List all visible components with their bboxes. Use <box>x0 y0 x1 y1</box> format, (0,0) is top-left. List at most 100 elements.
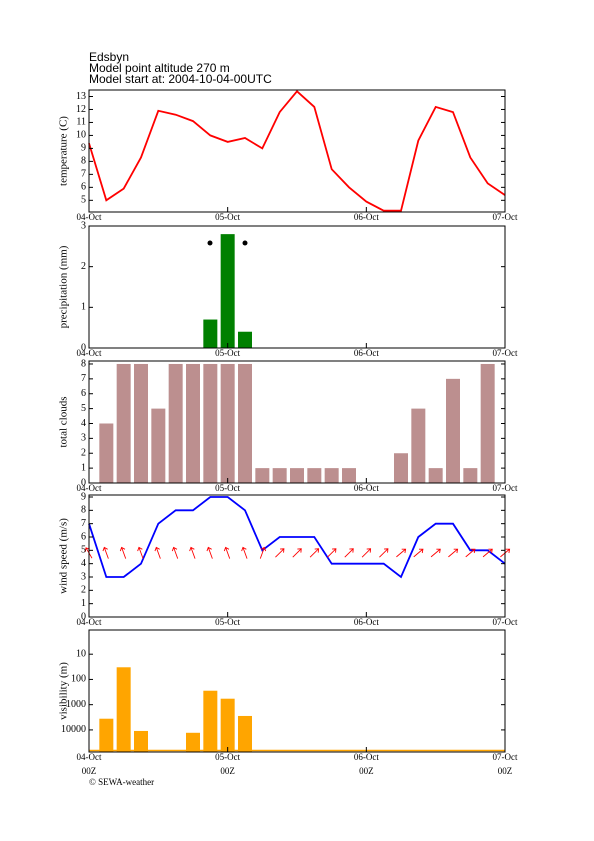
bar <box>446 378 460 483</box>
y-tick-label: 8 <box>81 505 86 516</box>
wind-arrow <box>413 548 424 558</box>
y-tick-label: 6 <box>81 531 86 542</box>
wind-arrow <box>137 546 144 559</box>
bar <box>99 423 114 483</box>
x-tick-label: 06-Oct <box>354 212 379 222</box>
y-tick-label: 11 <box>76 117 86 128</box>
y-tick-label: 0 <box>81 342 86 353</box>
x-tick-sublabel: 00Z <box>82 766 97 776</box>
y-tick-label: 10 <box>76 648 86 659</box>
wind-arrow <box>275 548 285 558</box>
wind-arrow <box>361 548 372 558</box>
bar <box>134 363 148 483</box>
y-axis-label: precipitation (mm) <box>58 245 70 328</box>
bar <box>324 468 339 483</box>
y-tick-label: 5 <box>81 195 86 206</box>
x-tick-label: 07-Oct <box>493 483 518 493</box>
bar <box>307 468 322 483</box>
y-tick-label: 8 <box>81 156 86 167</box>
y-axis-label: total clouds <box>58 396 70 447</box>
x-tick-label: 05-Oct <box>215 752 240 762</box>
bar <box>220 234 235 348</box>
bar <box>290 468 304 483</box>
wind-arrow <box>189 546 196 559</box>
wind-arrow <box>102 546 109 559</box>
plot-frame <box>88 89 506 213</box>
wind-arrow <box>482 548 493 558</box>
y-tick-label: 12 <box>76 104 86 115</box>
y-tick-label: 9 <box>81 491 86 502</box>
y-tick-label: 0 <box>81 477 86 488</box>
wind-arrow <box>119 546 127 559</box>
plot-frame <box>88 629 506 753</box>
y-tick-label: 3 <box>81 433 86 444</box>
y-tick-label: 10 <box>76 130 86 141</box>
wind-arrow <box>292 548 302 558</box>
wind-arrow <box>379 548 389 558</box>
y-tick-label: 0 <box>81 611 86 622</box>
bar <box>463 468 478 483</box>
wind-arrow <box>259 546 267 559</box>
y-axis-label: visibility (m) <box>58 662 70 720</box>
y-tick-label: 7 <box>81 373 86 384</box>
y-tick-label: 9 <box>81 143 86 154</box>
wind-arrow <box>171 546 179 559</box>
wind-arrow <box>430 548 441 558</box>
wind-arrow <box>327 548 337 558</box>
plot-frame <box>88 494 506 618</box>
bar <box>134 730 148 752</box>
model-start: Model start at: 2004-10-04-00UTC <box>89 72 272 86</box>
location: Edsbyn <box>89 50 129 64</box>
bar <box>203 363 218 483</box>
y-tick-label: 7 <box>81 169 86 180</box>
bar <box>394 453 408 483</box>
y-tick-label: 6 <box>81 182 86 193</box>
plot-frame <box>88 225 506 349</box>
altitude: Model point altitude 270 m <box>89 61 230 75</box>
bar <box>428 468 443 483</box>
y-tick-label: 2 <box>81 585 86 596</box>
y-tick-label: 1 <box>81 302 86 313</box>
y-tick-label: 3 <box>81 220 86 231</box>
wind-arrow <box>241 546 248 559</box>
y-tick-label: 6 <box>81 388 86 399</box>
y-tick-label: 2 <box>81 448 86 459</box>
bar <box>99 718 114 752</box>
y-axis-label: wind speed (m/s) <box>58 518 70 594</box>
wind-arrow <box>448 548 459 558</box>
bar <box>186 732 200 752</box>
x-tick-label: 05-Oct <box>215 212 240 222</box>
bar <box>203 319 218 348</box>
bar <box>238 331 252 348</box>
y-tick-label: 1 <box>81 598 86 609</box>
x-tick-label: 04-Oct <box>77 752 102 762</box>
wind-arrow <box>223 546 231 559</box>
x-tick-label: 04-Oct <box>77 617 102 627</box>
bar <box>342 468 356 483</box>
precip-symbol <box>242 240 248 246</box>
wind-arrow <box>465 548 476 558</box>
x-tick-label: 07-Oct <box>493 212 518 222</box>
bar <box>151 408 166 483</box>
bar <box>238 715 252 752</box>
x-tick-label: 06-Oct <box>354 617 379 627</box>
y-tick-label: 3 <box>81 571 86 582</box>
x-tick-label: 07-Oct <box>493 617 518 627</box>
copyright: © SEWA-weather <box>89 777 154 787</box>
bar <box>220 698 235 752</box>
line <box>88 90 506 212</box>
y-axis-label: temperature (C) <box>58 116 70 186</box>
x-tick-label: 05-Oct <box>215 348 240 358</box>
x-tick-label: 06-Oct <box>354 483 379 493</box>
x-tick-label: 05-Oct <box>215 617 240 627</box>
bar <box>255 468 270 483</box>
x-tick-label: 07-Oct <box>493 348 518 358</box>
y-tick-label: 2 <box>81 261 86 272</box>
x-tick-label: 04-Oct <box>77 483 102 493</box>
x-tick-label: 06-Oct <box>354 348 379 358</box>
bar <box>168 363 183 483</box>
x-tick-label: 04-Oct <box>77 348 102 358</box>
y-tick-label: 1 <box>81 462 86 473</box>
bar <box>238 363 252 483</box>
y-tick-label: 5 <box>81 545 86 556</box>
